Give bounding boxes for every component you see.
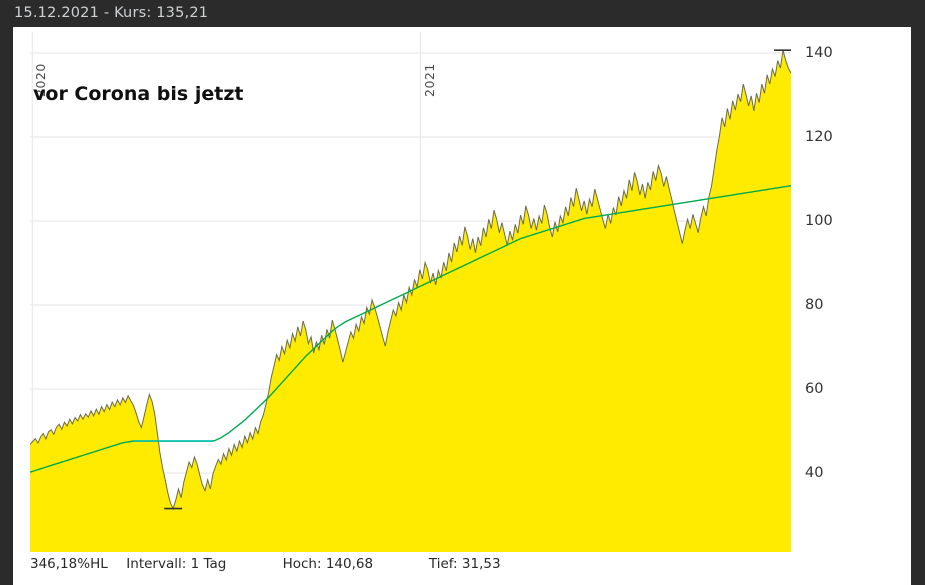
footer-stats-row: 346,18%HL Intervall: 1 Tag Hoch: 140,68 … bbox=[30, 556, 549, 572]
plot-area[interactable] bbox=[30, 32, 791, 557]
footer-high: Hoch: 140,68 bbox=[282, 556, 374, 572]
price-chart-svg[interactable] bbox=[30, 32, 791, 557]
y-axis-tick-label: 140 bbox=[805, 45, 833, 61]
price-area-fill bbox=[30, 50, 791, 557]
y-axis-tick-label: 100 bbox=[805, 213, 833, 229]
y-axis-tick-label: 120 bbox=[805, 129, 833, 145]
y-axis-tick-label: 80 bbox=[805, 297, 824, 313]
chart-footer: 346,18%HL Intervall: 1 Tag Hoch: 140,68 … bbox=[13, 552, 911, 580]
footer-low: Tief: 31,53 bbox=[428, 556, 501, 572]
x-axis-year-label-2021: 2021 bbox=[422, 63, 437, 97]
y-axis-tick-label: 60 bbox=[805, 381, 824, 397]
y-axis-tick-label: 40 bbox=[805, 465, 824, 481]
footer-percent-hl: 346,18%HL bbox=[30, 556, 108, 572]
window-header-bar: 15.12.2021 - Kurs: 135,21 bbox=[0, 0, 925, 27]
footer-interval: Intervall: 1 Tag bbox=[126, 556, 227, 572]
chart-panel: 2020 2021 vor Corona bis jetzt 140 120 100… bbox=[13, 27, 911, 585]
chart-title: vor Corona bis jetzt bbox=[33, 83, 244, 105]
header-quote-readout: 15.12.2021 - Kurs: 135,21 bbox=[14, 5, 209, 21]
y-axis: 140 120 100 80 60 40 bbox=[797, 27, 867, 557]
